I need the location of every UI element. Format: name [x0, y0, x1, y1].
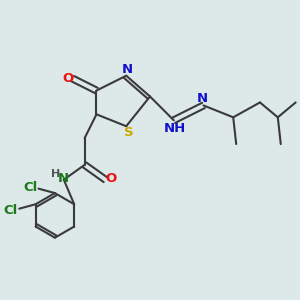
- Text: Cl: Cl: [4, 204, 18, 217]
- Text: O: O: [105, 172, 116, 185]
- Text: N: N: [58, 172, 69, 185]
- Text: O: O: [63, 72, 74, 85]
- Text: N: N: [122, 63, 133, 76]
- Text: NH: NH: [164, 122, 186, 135]
- Text: S: S: [124, 126, 134, 139]
- Text: N: N: [197, 92, 208, 105]
- Text: H: H: [51, 169, 60, 179]
- Text: Cl: Cl: [23, 181, 37, 194]
